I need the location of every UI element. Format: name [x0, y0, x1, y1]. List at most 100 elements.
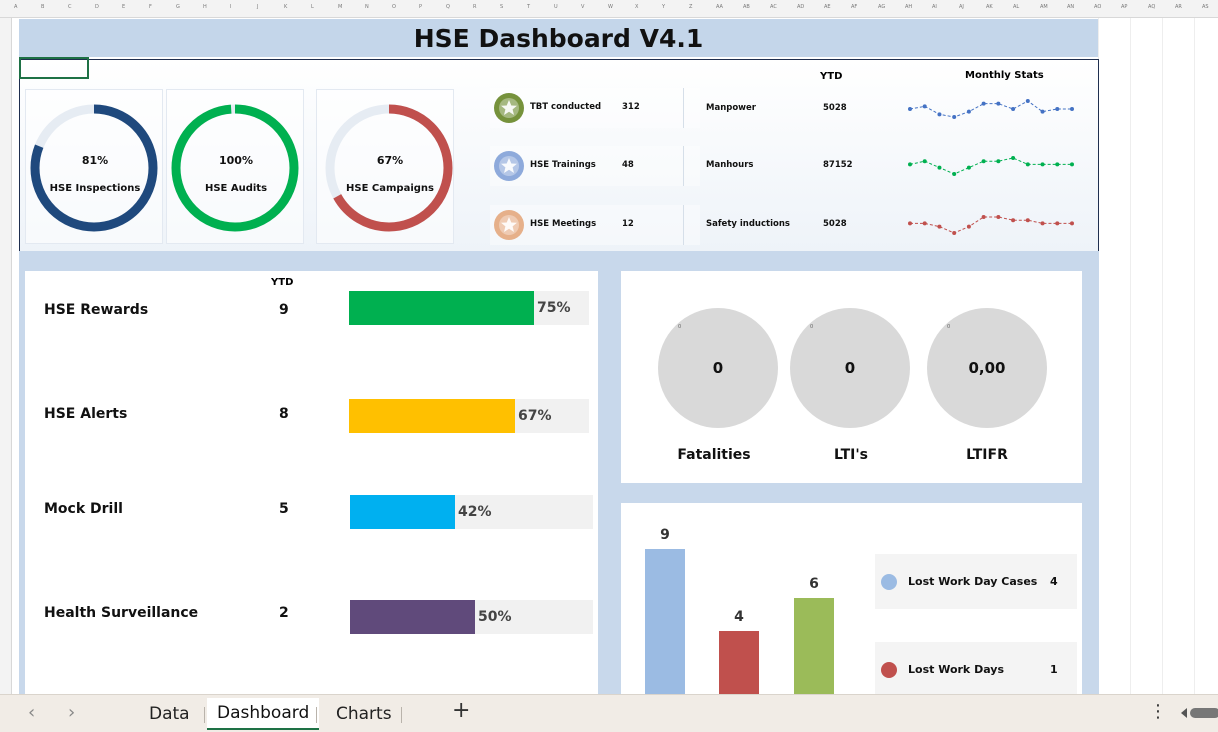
column-letter[interactable]: AI	[932, 4, 937, 10]
column-letter[interactable]: B	[41, 4, 45, 10]
column-letter[interactable]: T	[527, 4, 531, 10]
horizontal-scrollbar[interactable]	[1175, 704, 1218, 722]
ltifr-circle: 0 0,00	[927, 308, 1047, 428]
sparkline-point	[1040, 109, 1045, 114]
progress-track: 50%	[350, 600, 593, 634]
sparkline-point	[981, 215, 986, 219]
column-letter[interactable]: G	[176, 4, 180, 10]
tab-dashboard[interactable]: Dashboard	[207, 698, 320, 730]
sparkline-point	[908, 221, 912, 226]
column-letter[interactable]: AE	[824, 4, 831, 10]
column-letter[interactable]: F	[149, 4, 152, 10]
legend-lost-work-days: Lost Work Days 1	[875, 642, 1077, 694]
column-letter[interactable]: J	[257, 4, 259, 10]
column-letter[interactable]: AR	[1175, 4, 1182, 10]
column-letter[interactable]: AP	[1121, 4, 1128, 10]
column-letter[interactable]: E	[122, 4, 126, 10]
column-letter[interactable]: AB	[743, 4, 750, 10]
circle-mini-label: 0	[810, 324, 814, 330]
column-letter[interactable]: AM	[1040, 4, 1048, 10]
column-letter[interactable]: AQ	[1148, 4, 1156, 10]
more-options-icon[interactable]: ⋮	[1149, 701, 1167, 722]
kpi-label: HSE Meetings	[530, 219, 597, 229]
column-letter[interactable]: AC	[770, 4, 777, 10]
sparkline	[908, 156, 1074, 176]
progress-fill	[350, 600, 475, 634]
sparkline-point	[996, 101, 1001, 106]
selected-cell[interactable]	[19, 57, 89, 79]
ytd-header: YTD	[820, 71, 843, 82]
stat-manhours: Manhours 87152	[686, 146, 1081, 186]
stat-manpower: Manpower 5028	[686, 89, 1081, 129]
column-header-bar[interactable]: A B C D E F G H I J K L M N O P Q R S T U V W X Y Z AA AB AC AD AE AF AG…	[0, 0, 1218, 18]
column-letter[interactable]: AA	[716, 4, 723, 10]
kpi-value: 312	[622, 102, 640, 112]
column-letter[interactable]: N	[365, 4, 369, 10]
add-sheet-icon[interactable]: +	[452, 698, 471, 723]
column-letter[interactable]: AJ	[959, 4, 964, 10]
column-letter[interactable]: P	[419, 4, 423, 10]
sparkline-point	[937, 112, 942, 117]
column-letter[interactable]: M	[338, 4, 343, 10]
column-letter[interactable]: Y	[662, 4, 666, 10]
activity-value: 9	[279, 302, 289, 318]
column-letter[interactable]: AK	[986, 4, 993, 10]
column-letter[interactable]: AS	[1202, 4, 1209, 10]
star-medal-icon	[494, 151, 524, 181]
monthly-stats-header: Monthly Stats	[965, 70, 1044, 81]
spreadsheet-grid[interactable]: A B C D E F G H I J K L M N O P Q R S T U V W X Y Z AA AB AC AD AE AF AG…	[0, 0, 1218, 694]
column-letter[interactable]: AN	[1067, 4, 1075, 10]
activities-ytd-header: YTD	[271, 277, 294, 288]
sparkline-line	[909, 157, 1072, 175]
column-letter[interactable]: X	[635, 4, 639, 10]
sparkline-line	[909, 100, 1072, 118]
next-sheet-arrow-icon[interactable]: ›	[68, 702, 76, 723]
tab-charts[interactable]: Charts	[336, 704, 392, 724]
tab-separator	[316, 707, 317, 723]
column-letter[interactable]: L	[311, 4, 314, 10]
prev-sheet-arrow-icon[interactable]: ‹	[28, 702, 36, 723]
column-letter[interactable]: C	[68, 4, 72, 10]
column-letter[interactable]: AO	[1094, 4, 1102, 10]
gauge-percent: 100%	[219, 154, 253, 167]
sparkline-point	[922, 159, 927, 164]
column-letter[interactable]: O	[392, 4, 396, 10]
column-letter[interactable]: S	[500, 4, 504, 10]
stat-value: 5028	[823, 219, 847, 229]
column-letter[interactable]: V	[581, 4, 585, 10]
lost-work-chart-panel: Lost Work Day Cases 4 Lost Work Days 1 9…	[621, 503, 1082, 694]
progress-fill	[350, 495, 455, 529]
column-letter[interactable]: Z	[689, 4, 693, 10]
row-header-bar[interactable]	[0, 18, 12, 694]
gridline	[1130, 18, 1131, 694]
stat-label: Manhours	[706, 160, 754, 170]
column-letter[interactable]: D	[95, 4, 99, 10]
column-letter[interactable]: I	[230, 4, 232, 10]
chart-bar-label: 6	[809, 576, 819, 592]
sparkline-point	[1040, 221, 1045, 226]
sparkline-point	[922, 221, 927, 226]
column-letter[interactable]: U	[554, 4, 558, 10]
gridline	[1194, 18, 1195, 694]
column-letter[interactable]: A	[14, 4, 18, 10]
column-letter[interactable]: H	[203, 4, 207, 10]
column-letter[interactable]: AH	[905, 4, 913, 10]
column-letter[interactable]: R	[473, 4, 477, 10]
gauge-percent: 81%	[81, 154, 109, 167]
activities-panel: YTD HSE Rewards 9 75% HSE Alerts 8 67% M…	[25, 271, 598, 694]
gauge-label: HSE Inspections	[49, 183, 141, 194]
column-letter[interactable]: K	[284, 4, 288, 10]
column-letter[interactable]: W	[608, 4, 613, 10]
sparkline-point	[922, 104, 927, 109]
column-letter[interactable]: Q	[446, 4, 450, 10]
tab-data[interactable]: Data	[149, 704, 190, 724]
gauge-card-inspections: 81% HSE Inspections	[25, 89, 163, 244]
column-letter[interactable]: AG	[878, 4, 886, 10]
activity-value: 2	[279, 605, 289, 621]
column-letter[interactable]: AD	[797, 4, 805, 10]
column-letter[interactable]: AL	[1013, 4, 1020, 10]
progress-track: 42%	[350, 495, 593, 529]
column-letter[interactable]: AF	[851, 4, 858, 10]
divider	[683, 88, 684, 128]
gauge-percent: 67%	[376, 154, 404, 167]
